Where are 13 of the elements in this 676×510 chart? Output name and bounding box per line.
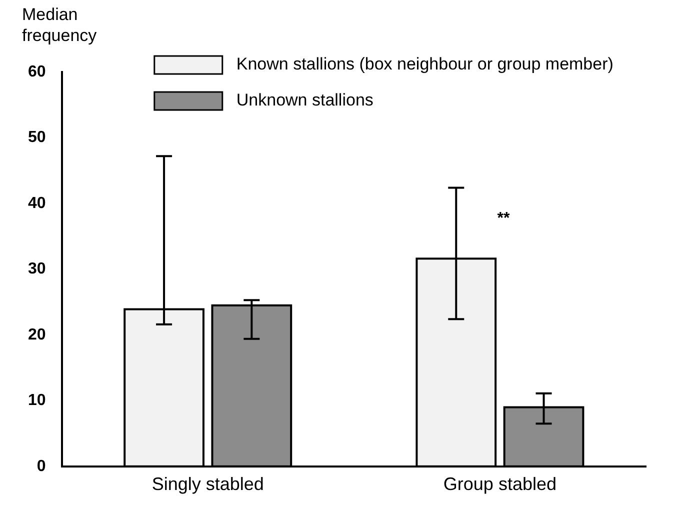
y-tick-label: 10 [28,392,46,410]
annotation: ** [497,210,510,228]
x-tick-label: Singly stabled [152,474,264,494]
y-tick-label: 40 [28,194,46,212]
legend-label: Unknown stallions [236,90,374,110]
y-tick-label: 50 [28,129,46,146]
y-tick-label: 60 [28,63,46,80]
y-axis-title: Median frequency [22,4,98,46]
y-tick-label: 0 [36,458,46,475]
x-tick-label: Group stabled [443,474,556,494]
y-tick-label: 30 [28,260,46,278]
legend-label: Known stallions (box neighbour or group member) [236,54,614,74]
y-tick-label: 20 [28,326,46,344]
